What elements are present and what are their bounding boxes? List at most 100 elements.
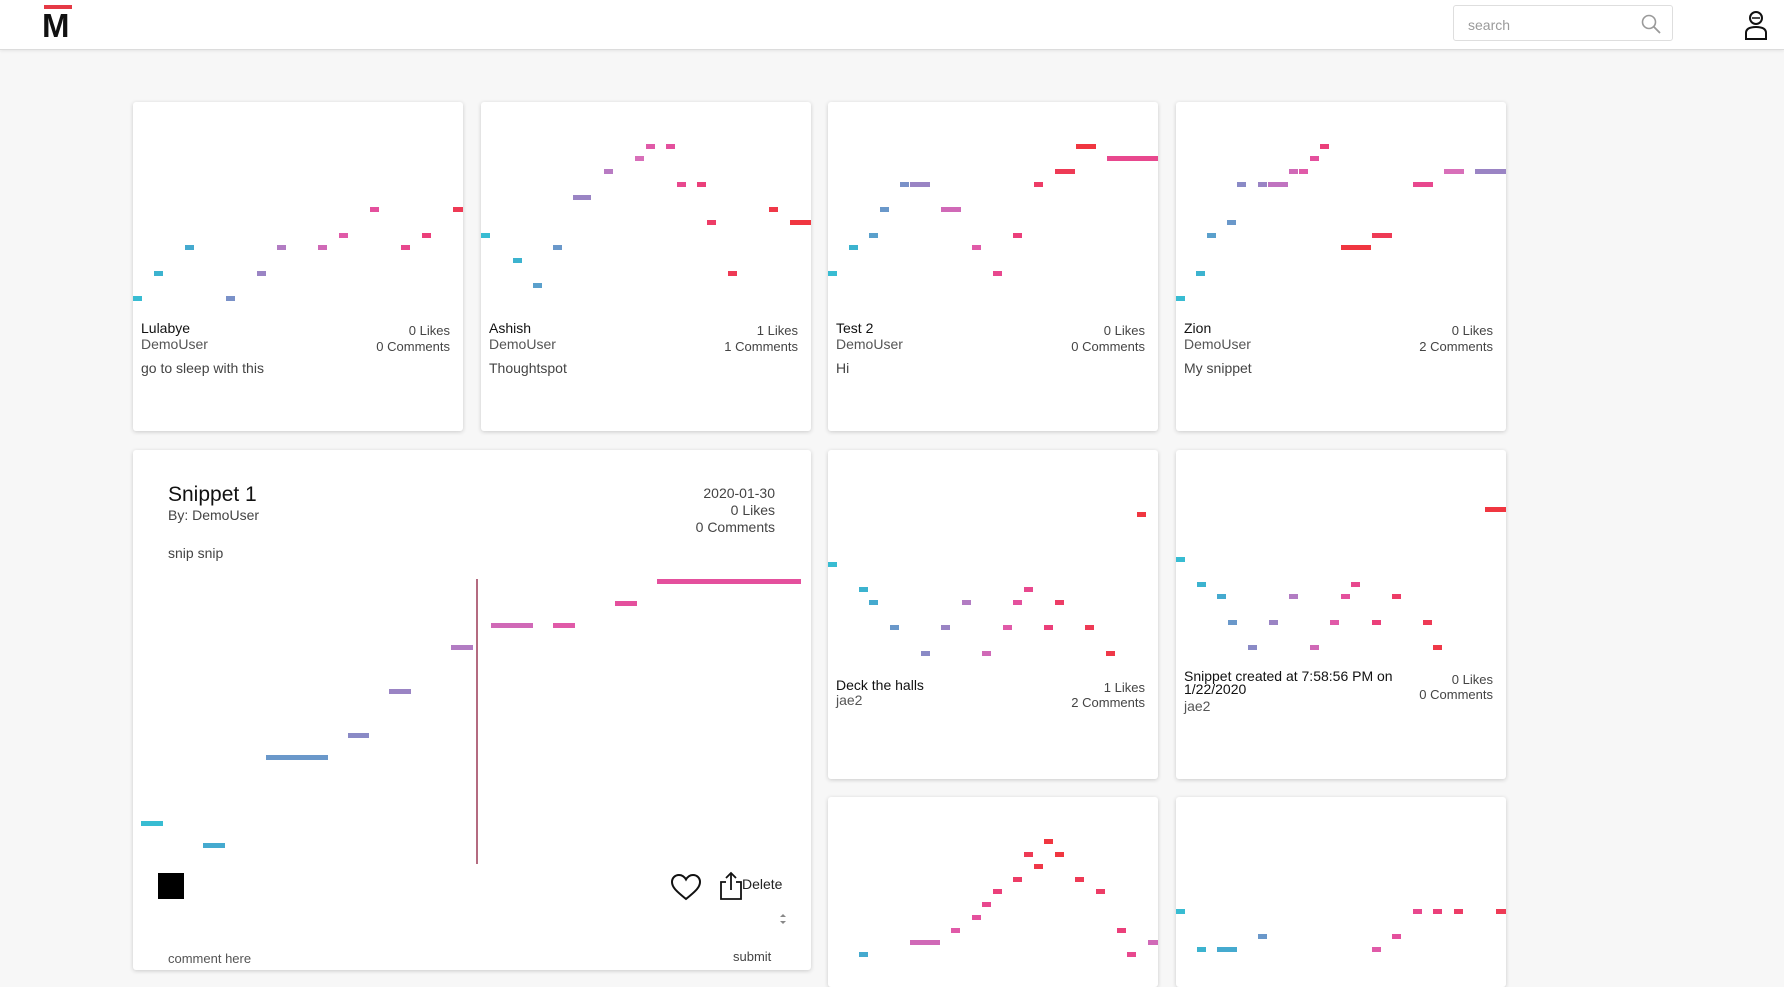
snippet-title[interactable]: Ashish: [489, 320, 532, 336]
note: [257, 271, 266, 276]
note: [707, 220, 716, 225]
snippet-card[interactable]: Deck the halls jae2 1 Likes 2 Comments: [828, 450, 1158, 779]
note: [1289, 594, 1298, 599]
snippet-title[interactable]: Test 2: [836, 320, 874, 336]
note: [1433, 645, 1442, 650]
search-icon[interactable]: [1640, 13, 1662, 35]
delete-button[interactable]: Delete: [742, 876, 783, 892]
note: [1137, 512, 1146, 517]
search-box[interactable]: [1453, 5, 1673, 41]
note: [900, 182, 909, 187]
note: [1248, 645, 1257, 650]
note: [1258, 182, 1267, 187]
user-icon[interactable]: [1741, 9, 1771, 41]
heart-icon[interactable]: [670, 873, 702, 901]
note: [1268, 182, 1288, 187]
piano-roll-preview: [1176, 909, 1506, 952]
snippet-card[interactable]: Ashish DemoUser 1 Likes 1 Comments Thoug…: [481, 102, 811, 431]
note: [451, 645, 473, 650]
likes-count: 0 Likes: [730, 502, 775, 518]
piano-roll-preview: [481, 144, 811, 288]
snippet-card[interactable]: [828, 797, 1158, 987]
expanded-snippet-card: Snippet 1 By: DemoUser 2020-01-30 0 Like…: [133, 450, 811, 970]
snippet-description: go to sleep with this: [141, 360, 264, 376]
note: [1392, 934, 1401, 939]
note: [133, 296, 142, 301]
snippet-card[interactable]: [1176, 797, 1506, 987]
note: [1496, 909, 1506, 914]
note: [921, 651, 930, 656]
note: [1269, 620, 1278, 625]
note: [604, 169, 613, 174]
note: [1075, 877, 1084, 882]
piano-roll-preview: [1176, 144, 1506, 301]
piano-roll-preview: [1176, 507, 1506, 650]
note: [769, 207, 778, 212]
snippet-description: My snippet: [1184, 360, 1252, 376]
snippet-description: Hi: [836, 360, 850, 376]
note: [1013, 877, 1022, 882]
note: [370, 207, 379, 212]
snippet-title: Snippet 1: [168, 483, 257, 506]
note: [859, 952, 868, 957]
note: [453, 207, 463, 212]
snippet-title[interactable]: Snippet created at 7:58:56 PM on 1/22/20…: [1184, 668, 1393, 697]
comment-input[interactable]: [168, 949, 468, 967]
resize-spinner-icon[interactable]: [778, 911, 788, 927]
note: [859, 587, 868, 592]
note: [1372, 233, 1392, 238]
snippet-card[interactable]: Lulabye DemoUser 0 Likes 0 Comments go t…: [133, 102, 463, 431]
note: [1310, 645, 1319, 650]
note: [880, 207, 889, 212]
note: [1013, 233, 1022, 238]
note: [993, 271, 1002, 276]
note: [1176, 557, 1185, 562]
note: [982, 902, 991, 907]
note: [491, 623, 533, 628]
note: [1372, 947, 1381, 952]
note: [1207, 233, 1216, 238]
snippet-card[interactable]: Test 2 DemoUser 0 Likes 0 Comments Hi: [828, 102, 1158, 431]
note: [728, 271, 737, 276]
note: [1289, 169, 1298, 174]
submit-comment-button[interactable]: submit: [733, 949, 772, 964]
note: [1197, 582, 1206, 587]
snippet-title[interactable]: Zion: [1184, 320, 1212, 336]
piano-roll-preview: [828, 512, 1146, 656]
note: [910, 940, 940, 945]
share-icon[interactable]: [718, 871, 744, 901]
note: [1096, 889, 1105, 894]
note: [533, 283, 542, 288]
app-logo[interactable]: M: [42, 5, 74, 44]
snippet-author: DemoUser: [1184, 336, 1251, 352]
piano-roll-preview: [828, 144, 1158, 276]
comments-count: 0 Comments: [1419, 687, 1493, 702]
snippet-date: 2020-01-30: [703, 485, 775, 501]
snippet-title[interactable]: Lulabye: [141, 320, 191, 336]
note: [646, 144, 655, 149]
search-input[interactable]: [1466, 14, 1640, 36]
note: [1176, 296, 1185, 301]
snippet-author: By: DemoUser: [168, 507, 260, 523]
likes-count: 0 Likes: [1451, 672, 1493, 687]
note: [869, 233, 878, 238]
note: [1013, 600, 1022, 605]
note: [1106, 651, 1115, 656]
note: [635, 156, 644, 161]
note: [982, 651, 991, 656]
stop-button[interactable]: [158, 873, 184, 899]
note: [1310, 156, 1319, 161]
snippet-card[interactable]: Snippet created at 7:58:56 PM on 1/22/20…: [1176, 450, 1506, 779]
note: [1444, 169, 1464, 174]
logo-accent-bar: [44, 5, 72, 9]
note: [1454, 909, 1463, 914]
snippet-title[interactable]: Deck the halls: [836, 677, 924, 693]
piano-roll-editor[interactable]: [133, 450, 811, 870]
snippet-author: jae2: [1184, 698, 1211, 714]
snippet-card[interactable]: Zion DemoUser 0 Likes 2 Comments My snip…: [1176, 102, 1506, 431]
note: [513, 258, 522, 263]
comments-count: 0 Comments: [376, 339, 450, 354]
note: [226, 296, 235, 301]
note: [1107, 156, 1158, 161]
logo-letter: M: [42, 7, 70, 44]
